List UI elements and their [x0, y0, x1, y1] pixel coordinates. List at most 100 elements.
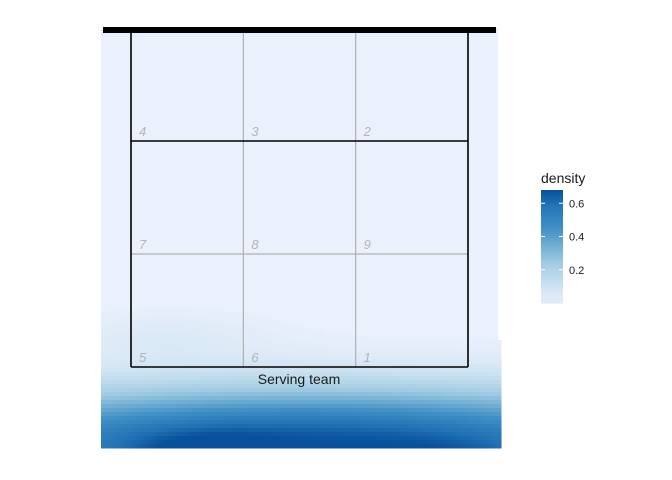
density-cell — [193, 424, 198, 429]
density-cell — [349, 332, 354, 337]
density-cell — [265, 344, 270, 349]
density-cell — [145, 344, 150, 349]
density-cell — [393, 356, 398, 361]
density-cell — [429, 340, 434, 345]
density-cell — [329, 420, 334, 425]
density-cell — [457, 400, 462, 405]
density-cell — [117, 332, 122, 337]
density-cell — [269, 396, 274, 401]
density-cell — [189, 308, 194, 313]
density-cell — [153, 428, 158, 433]
legend-color-step — [541, 272, 563, 276]
density-cell — [117, 432, 122, 437]
density-cell — [457, 420, 462, 425]
density-cell — [365, 388, 370, 393]
density-cell — [357, 352, 362, 357]
density-cell — [497, 444, 502, 449]
density-cell — [197, 340, 202, 345]
density-cell — [373, 360, 378, 365]
density-cell — [277, 356, 282, 361]
density-cell — [437, 356, 442, 361]
density-cell — [197, 404, 202, 409]
density-cell — [193, 396, 198, 401]
density-cell — [341, 384, 346, 389]
density-cell — [209, 436, 214, 441]
density-cell — [473, 436, 478, 441]
density-cell — [341, 432, 346, 437]
density-cell — [413, 368, 418, 373]
density-cell — [277, 400, 282, 405]
density-cell — [237, 408, 242, 413]
density-cell — [497, 380, 502, 385]
density-cell — [265, 328, 270, 333]
density-cell — [445, 436, 450, 441]
density-cell — [293, 424, 298, 429]
density-cell — [337, 384, 342, 389]
density-cell — [149, 312, 154, 317]
density-cell — [293, 344, 298, 349]
density-cell — [385, 432, 390, 437]
density-cell — [265, 416, 270, 421]
density-cell — [133, 328, 138, 333]
density-cell — [369, 348, 374, 353]
density-cell — [433, 356, 438, 361]
density-cell — [325, 352, 330, 357]
density-cell — [405, 356, 410, 361]
density-cell — [165, 388, 170, 393]
density-cell — [241, 368, 246, 373]
density-cell — [417, 404, 422, 409]
density-cell — [213, 324, 218, 329]
density-cell — [429, 392, 434, 397]
density-cell — [321, 416, 326, 421]
density-cell — [157, 328, 162, 333]
density-cell — [373, 344, 378, 349]
density-cell — [449, 388, 454, 393]
density-cell — [337, 436, 342, 441]
density-cell — [173, 404, 178, 409]
density-cell — [285, 420, 290, 425]
density-cell — [325, 372, 330, 377]
density-cell — [185, 440, 190, 445]
legend-tick-label: 0.2 — [569, 265, 584, 277]
density-cell — [213, 316, 218, 321]
density-cell — [237, 396, 242, 401]
density-cell — [409, 360, 414, 365]
legend-color-step — [541, 254, 563, 257]
density-cell — [301, 332, 306, 337]
density-cell — [161, 436, 166, 441]
density-cell — [217, 356, 222, 361]
density-cell — [125, 392, 130, 397]
density-cell — [217, 412, 222, 417]
density-cell — [185, 324, 190, 329]
density-cell — [285, 336, 290, 341]
density-cell — [477, 444, 482, 449]
legend-color-step — [541, 218, 563, 221]
density-cell — [473, 412, 478, 417]
density-cell — [349, 384, 354, 389]
density-cell — [149, 316, 154, 321]
density-cell — [309, 352, 314, 357]
density-cell — [357, 356, 362, 361]
density-cell — [269, 400, 274, 405]
density-cell — [321, 400, 326, 405]
density-cell — [293, 416, 298, 421]
density-cell — [133, 404, 138, 409]
density-cell — [393, 412, 398, 417]
density-cell — [317, 360, 322, 365]
density-cell — [201, 424, 206, 429]
density-cell — [241, 428, 246, 433]
density-cell — [381, 412, 386, 417]
density-cell — [117, 340, 122, 345]
density-cell — [177, 368, 182, 373]
density-cell — [477, 340, 482, 345]
density-cell — [149, 396, 154, 401]
density-cell — [165, 372, 170, 377]
density-cell — [237, 376, 242, 381]
density-cell — [325, 376, 330, 381]
density-cell — [217, 416, 222, 421]
density-cell — [309, 344, 314, 349]
density-cell — [269, 320, 274, 325]
density-cell — [269, 360, 274, 365]
density-cell — [181, 328, 186, 333]
